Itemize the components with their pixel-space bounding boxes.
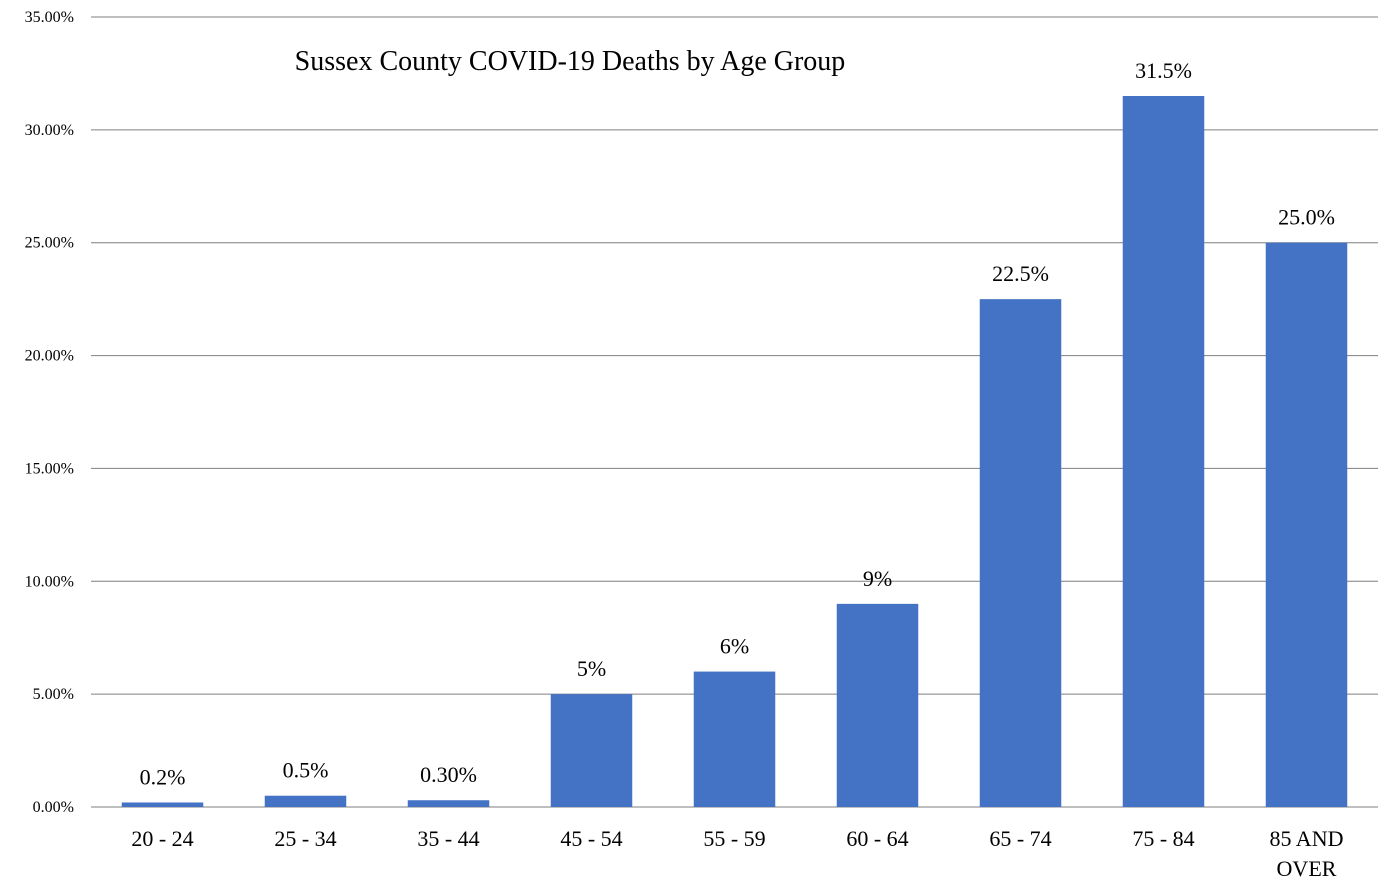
y-tick-label: 30.00% xyxy=(25,122,74,139)
y-tick-label: 10.00% xyxy=(25,573,74,590)
x-tick-label: 25 - 34 xyxy=(274,826,336,851)
x-tick-label: 20 - 24 xyxy=(131,826,193,851)
x-tick-label: 65 - 74 xyxy=(989,826,1051,851)
bar xyxy=(407,800,490,807)
bar xyxy=(121,802,204,807)
bar xyxy=(1265,242,1348,807)
chart-title: Sussex County COVID-19 Deaths by Age Gro… xyxy=(295,46,846,77)
bar xyxy=(264,795,347,807)
y-tick-label: 20.00% xyxy=(25,348,74,365)
x-tick-label: 85 AND OVER xyxy=(1270,826,1344,881)
x-tick-label: 55 - 59 xyxy=(703,826,765,851)
bar xyxy=(550,694,633,807)
bar xyxy=(836,603,919,807)
y-tick-label: 0.00% xyxy=(33,799,74,816)
bar xyxy=(693,671,776,807)
y-tick-label: 5.00% xyxy=(33,686,74,703)
bar xyxy=(1122,96,1205,807)
data-label: 0.30% xyxy=(420,762,477,787)
bars xyxy=(121,96,1348,807)
data-label: 5% xyxy=(577,656,606,681)
gridlines xyxy=(91,16,1378,808)
data-label: 22.5% xyxy=(992,261,1049,286)
data-label: 6% xyxy=(720,634,749,659)
data-label: 0.5% xyxy=(283,758,329,783)
x-tick-label: 45 - 54 xyxy=(560,826,622,851)
y-tick-label: 25.00% xyxy=(25,235,74,252)
y-axis-ticks: 0.00% 5.00% 10.00% 15.00% 20.00% 25.00% 30.00%… xyxy=(25,9,74,816)
data-label: 25.0% xyxy=(1278,205,1335,230)
x-tick-label: 75 - 84 xyxy=(1132,826,1194,851)
x-axis-ticks: 20 - 24 25 - 34 35 - 44 45 - 54 55 - 59 60 - … xyxy=(131,826,1343,881)
x-tick-label: 60 - 64 xyxy=(846,826,908,851)
bar xyxy=(979,299,1062,807)
x-tick-label: 35 - 44 xyxy=(417,826,479,851)
data-label: 31.5% xyxy=(1135,58,1192,83)
data-label: 0.2% xyxy=(140,764,186,789)
y-tick-label: 35.00% xyxy=(25,9,74,26)
data-labels: 0.2% 0.5% 0.30% 5% 6% 9% 22.5% 31.5% 25.0% xyxy=(140,58,1335,789)
data-label: 9% xyxy=(863,566,892,591)
y-tick-label: 15.00% xyxy=(25,460,74,477)
